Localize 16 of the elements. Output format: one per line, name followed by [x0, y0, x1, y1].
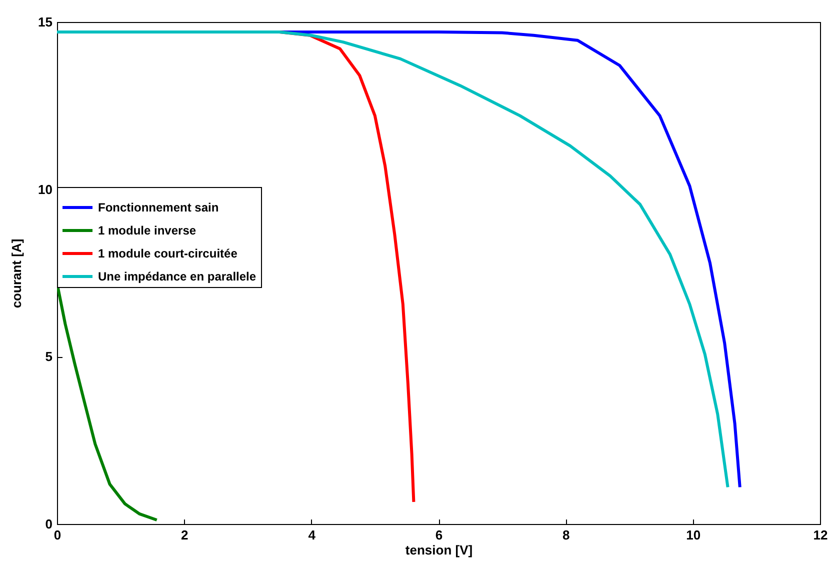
x-tick-label: 4	[308, 528, 316, 542]
legend-label: 1 module inverse	[98, 224, 196, 238]
legend-label: 1 module court-circuitée	[98, 246, 238, 260]
legend-label: Fonctionnement sain	[98, 200, 219, 214]
x-tick-label: 10	[686, 528, 701, 542]
y-axis-title: courant [A]	[9, 238, 24, 308]
y-tick-label: 0	[45, 516, 52, 532]
x-tick-label: 2	[181, 528, 188, 542]
y-tick-label: 15	[38, 14, 52, 30]
x-tick-label: 6	[435, 528, 443, 542]
x-axis-title: tension [V]	[405, 542, 473, 558]
x-tick-label: 12	[813, 528, 828, 542]
legend-label: Une impédance en parallele	[98, 270, 256, 284]
y-tick-label: 10	[38, 182, 52, 197]
x-tick-label: 8	[562, 528, 570, 542]
y-tick-label: 5	[45, 349, 52, 364]
